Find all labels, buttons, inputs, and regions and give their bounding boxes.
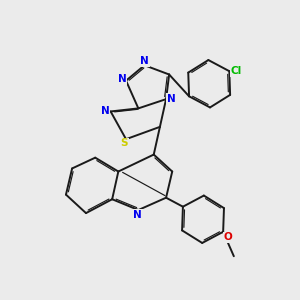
Text: S: S [121,139,128,148]
Text: N: N [140,56,149,66]
Text: N: N [118,74,126,84]
Text: O: O [224,232,232,242]
Text: N: N [134,210,142,220]
Text: N: N [167,94,176,104]
Text: N: N [101,106,110,116]
Text: Cl: Cl [230,66,242,76]
